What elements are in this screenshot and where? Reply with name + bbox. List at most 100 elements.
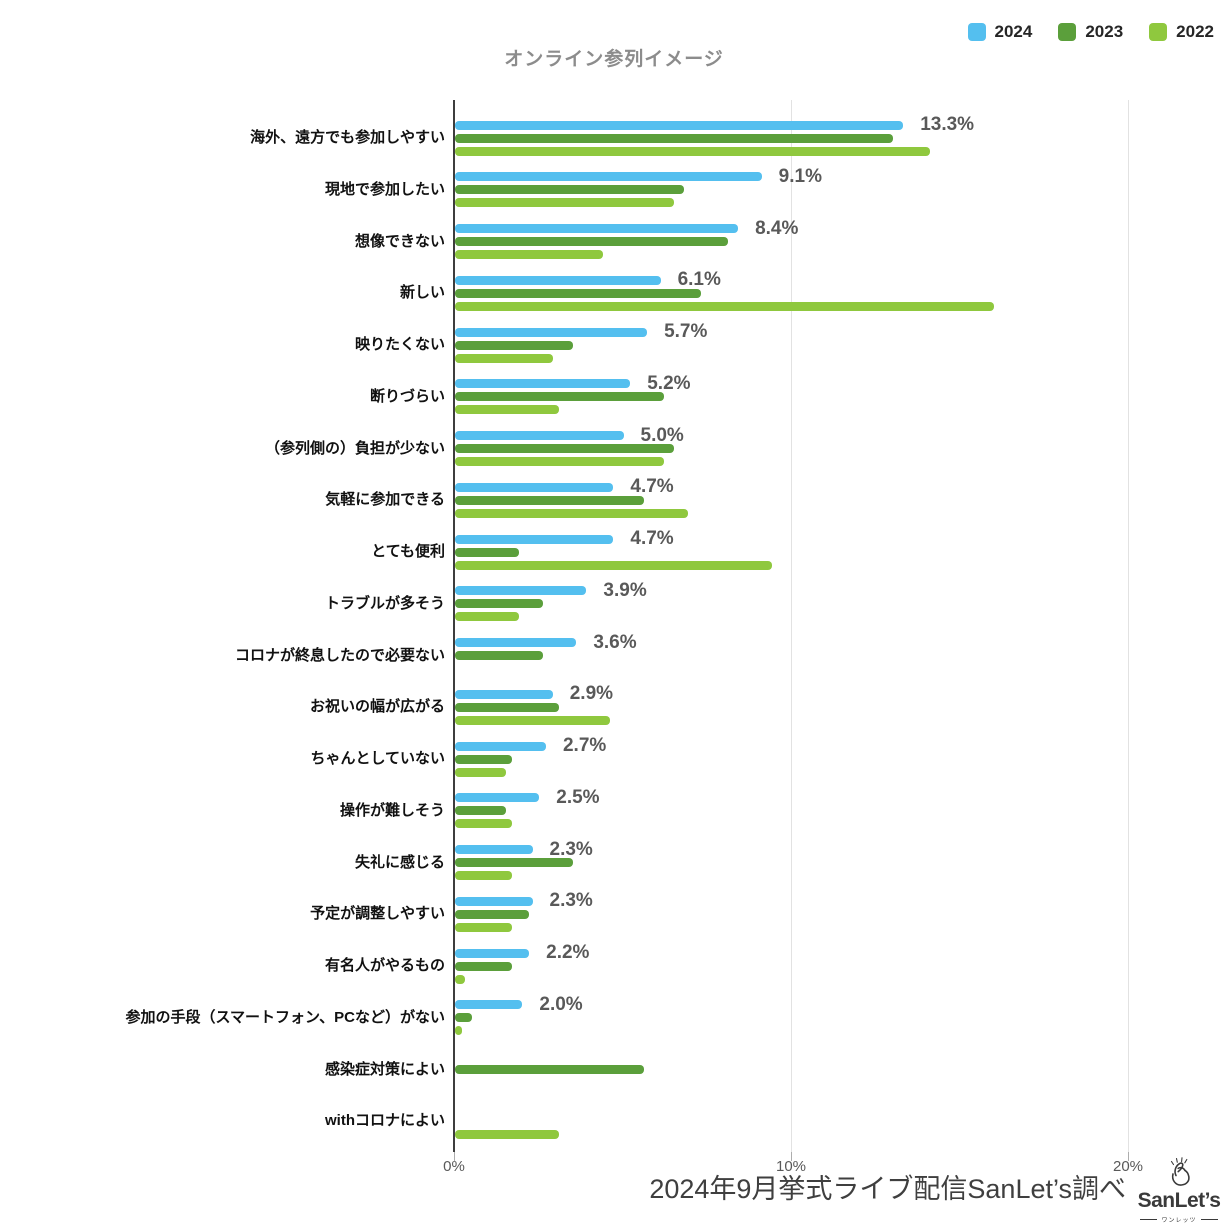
legend-swatch-2024	[967, 23, 986, 41]
bar-2022	[455, 922, 513, 932]
bar-2024	[455, 741, 546, 751]
value-label: 2.2%	[546, 942, 590, 963]
snap-hand-icon	[1170, 1157, 1190, 1186]
value-label: 8.4%	[755, 217, 799, 239]
bar-2022	[455, 1026, 462, 1036]
x-tick-mark	[454, 1152, 455, 1161]
legend-item-2023: 2023	[1058, 22, 1123, 42]
bar-2023	[455, 392, 664, 402]
bar-2024	[455, 845, 533, 854]
bar-2023	[455, 444, 675, 453]
bar-2023	[455, 702, 560, 712]
bar-2022	[455, 1129, 560, 1139]
bar-2023	[455, 547, 520, 557]
bar-2023	[455, 1065, 644, 1074]
value-label: 4.7%	[630, 476, 674, 498]
bar-2022	[455, 405, 560, 415]
bar-2023	[455, 495, 644, 505]
bar-2023	[455, 237, 728, 246]
category-label: 予定が調整しやすい	[310, 905, 445, 923]
category-label: 感染症対策によい	[324, 1060, 445, 1078]
category-label: 操作が難しそう	[339, 801, 445, 819]
bar-2022	[455, 457, 664, 466]
category-label: 失礼に感じる	[354, 853, 445, 871]
value-label: 5.2%	[647, 372, 691, 394]
bar-2023	[455, 806, 506, 816]
logo-rule-left	[1140, 1219, 1158, 1220]
category-label: コロナが終息したので必要ない	[234, 646, 445, 664]
chart-title: オンライン参列イメージ	[504, 49, 724, 70]
value-label: 3.6%	[593, 631, 637, 653]
bar-2023	[455, 599, 543, 609]
legend-item-2024: 2024	[967, 22, 1032, 42]
legend-swatch-2022	[1149, 23, 1168, 41]
bar-2023	[455, 909, 530, 919]
category-label: 断りづらい	[369, 387, 445, 405]
value-label: 6.1%	[677, 269, 721, 291]
x-tick-label: 0%	[443, 1158, 465, 1175]
category-label: 現地で参加したい	[324, 180, 445, 198]
bar-2022	[455, 198, 675, 208]
value-label: 3.9%	[603, 579, 647, 601]
legend-item-2022: 2022	[1149, 22, 1214, 42]
bar-2023	[455, 133, 894, 143]
logo-rule-right	[1200, 1219, 1218, 1220]
bar-2024	[455, 534, 614, 544]
value-label: 9.1%	[778, 165, 822, 187]
bar-2022	[455, 508, 688, 518]
source-text: 2024年9月挙式ライブ配信SanLet’s調べ	[649, 1174, 1126, 1204]
value-label: 5.0%	[640, 424, 684, 446]
bar-2023	[455, 961, 513, 971]
bar-2022	[455, 612, 520, 622]
bar-2022	[455, 353, 553, 363]
bar-2022	[455, 250, 604, 259]
value-label: 13.3%	[920, 114, 975, 135]
bar-2022	[455, 974, 466, 984]
x-tick-mark	[1128, 1152, 1129, 1161]
legend-swatch-2023	[1058, 23, 1077, 41]
value-label: 4.7%	[630, 528, 674, 549]
bar-2023	[455, 754, 513, 764]
sanlets-logo: SanLet’s ワンレッツ	[1136, 1155, 1222, 1224]
category-label: 参加の手段（スマートフォン、PCなど）がない	[125, 1008, 446, 1026]
value-label: 2.0%	[539, 993, 583, 1015]
gridline-20	[1128, 100, 1129, 1152]
bar-2024	[455, 586, 587, 596]
bar-2024	[455, 379, 631, 389]
bar-2022	[455, 767, 506, 777]
gridline-10	[791, 100, 792, 1152]
bar-2024	[455, 431, 624, 440]
bar-2022	[455, 146, 931, 156]
bar-2024	[455, 638, 577, 647]
legend-label-2023: 2023	[1085, 22, 1124, 41]
bar-2022	[455, 301, 995, 311]
value-label: 2.7%	[562, 735, 607, 756]
bar-2024	[455, 896, 533, 906]
x-tick-label: 10%	[775, 1158, 807, 1175]
bar-2024	[455, 172, 762, 182]
bar-2024	[455, 1000, 523, 1010]
value-label: 2.3%	[549, 838, 593, 860]
bar-2023	[455, 858, 573, 867]
category-label: トラブルが多そう	[324, 594, 445, 612]
bar-2022	[455, 715, 611, 725]
bar-2024	[455, 120, 904, 130]
category-label: ちゃんとしていない	[310, 750, 445, 767]
x-tick-label: 20%	[1112, 1158, 1144, 1175]
legend-label-2022: 2022	[1176, 22, 1214, 41]
logo-subtext: ワンレッツ	[1161, 1218, 1197, 1224]
value-label: 2.3%	[549, 890, 593, 912]
bar-2022	[455, 871, 513, 880]
bar-2024	[455, 327, 648, 337]
footer: 2024年9月挙式ライブ配信SanLet’s調べ SanLet’s ワンレッツ	[649, 1155, 1222, 1224]
category-label: お祝いの幅が広がる	[309, 698, 445, 716]
category-label: 気軽に参加できる	[325, 491, 445, 509]
category-label: 映りたくない	[354, 336, 445, 353]
category-label: （参列側の）負担が少ない	[264, 439, 445, 457]
bar-2024	[455, 948, 530, 958]
bar-2024	[455, 224, 739, 233]
bar-2023	[455, 288, 701, 298]
category-label: 海外、遠方でも参加しやすい	[250, 129, 445, 146]
value-label: 2.9%	[569, 683, 614, 705]
